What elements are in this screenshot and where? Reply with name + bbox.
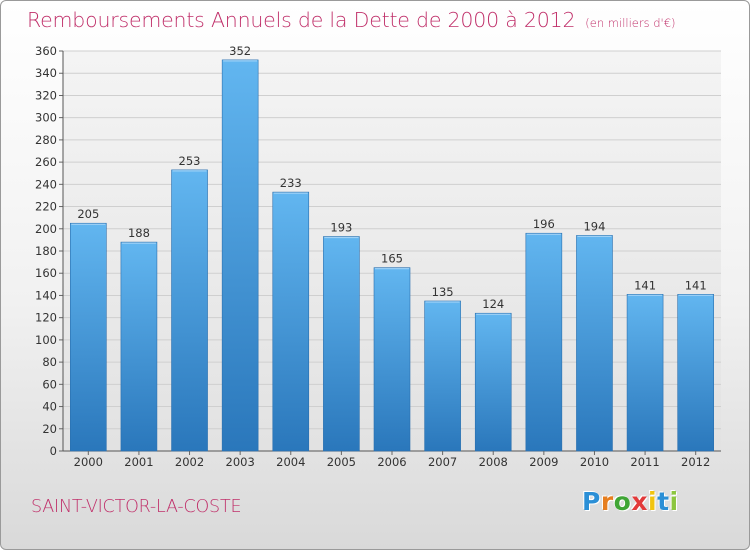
y-tick-label: 260 bbox=[35, 155, 57, 169]
bar bbox=[525, 232, 563, 452]
logo-letter: o bbox=[613, 487, 632, 516]
y-tick-label: 120 bbox=[35, 311, 57, 325]
town-name: SAINT-VICTOR-LA-COSTE bbox=[31, 497, 242, 517]
bar bbox=[576, 235, 613, 452]
data-label: 253 bbox=[179, 154, 201, 168]
data-label: 124 bbox=[482, 297, 504, 311]
logo-letter: t bbox=[657, 487, 670, 516]
chart-title: Remboursements Annuels de la Dette de 20… bbox=[27, 8, 676, 32]
bar bbox=[474, 312, 512, 452]
logo-letter: x bbox=[631, 487, 648, 516]
data-label: 141 bbox=[634, 278, 656, 292]
y-tick-label: 140 bbox=[35, 288, 57, 302]
data-label: 352 bbox=[229, 44, 251, 58]
bar bbox=[424, 300, 461, 452]
y-tick-label: 360 bbox=[35, 44, 57, 58]
y-tick-label: 100 bbox=[35, 333, 57, 347]
y-tick-label: 200 bbox=[35, 222, 57, 236]
bar bbox=[70, 222, 107, 452]
y-tick-label: 0 bbox=[50, 444, 57, 458]
data-label: 141 bbox=[685, 278, 707, 292]
x-tick-label: 2011 bbox=[630, 455, 659, 469]
x-tick-label: 2005 bbox=[327, 455, 356, 469]
title-text: Remboursements Annuels de la Dette de 20… bbox=[27, 8, 576, 32]
y-tick-label: 220 bbox=[35, 200, 57, 214]
x-tick-label: 2009 bbox=[529, 455, 558, 469]
x-tick-label: 2002 bbox=[175, 455, 204, 469]
bar bbox=[626, 294, 664, 452]
subtitle-text: (en milliers d'€) bbox=[585, 16, 676, 30]
bar bbox=[373, 267, 411, 452]
y-tick-label: 280 bbox=[35, 133, 57, 147]
x-tick-label: 2003 bbox=[226, 455, 255, 469]
data-label: 135 bbox=[432, 285, 454, 299]
data-label: 188 bbox=[128, 226, 150, 240]
x-tick-label: 2008 bbox=[479, 455, 508, 469]
y-tick-label: 240 bbox=[35, 177, 57, 191]
data-label: 165 bbox=[381, 252, 403, 266]
proxiti-logo: Proxiti bbox=[582, 487, 679, 516]
y-tick-label: 160 bbox=[35, 266, 57, 280]
y-tick-label: 340 bbox=[35, 66, 57, 80]
x-tick-label: 2000 bbox=[74, 455, 103, 469]
y-tick-label: 20 bbox=[42, 422, 57, 436]
y-tick-label: 60 bbox=[42, 377, 57, 391]
bar bbox=[323, 236, 360, 452]
bar bbox=[677, 294, 714, 452]
x-tick-label: 2004 bbox=[276, 455, 305, 469]
logo-letter: i bbox=[648, 487, 658, 516]
logo-letter: r bbox=[600, 487, 614, 516]
x-tick-label: 2006 bbox=[377, 455, 406, 469]
bar bbox=[272, 191, 310, 452]
data-label: 194 bbox=[583, 219, 605, 233]
bar bbox=[171, 169, 208, 452]
y-tick-label: 300 bbox=[35, 111, 57, 125]
x-tick-label: 2007 bbox=[428, 455, 457, 469]
data-label: 193 bbox=[330, 221, 352, 235]
y-tick-label: 180 bbox=[35, 244, 57, 258]
bar bbox=[221, 59, 259, 452]
logo-letter: P bbox=[582, 487, 601, 516]
y-tick-label: 320 bbox=[35, 88, 57, 102]
x-tick-label: 2010 bbox=[580, 455, 609, 469]
y-tick-label: 80 bbox=[42, 355, 57, 369]
y-tick-label: 40 bbox=[42, 400, 57, 414]
x-tick-label: 2012 bbox=[681, 455, 710, 469]
bar bbox=[120, 241, 158, 452]
logo-letter: i bbox=[669, 487, 679, 516]
data-label: 233 bbox=[280, 176, 302, 190]
data-label: 205 bbox=[77, 207, 99, 221]
data-label: 196 bbox=[533, 217, 555, 231]
x-tick-label: 2001 bbox=[124, 455, 153, 469]
